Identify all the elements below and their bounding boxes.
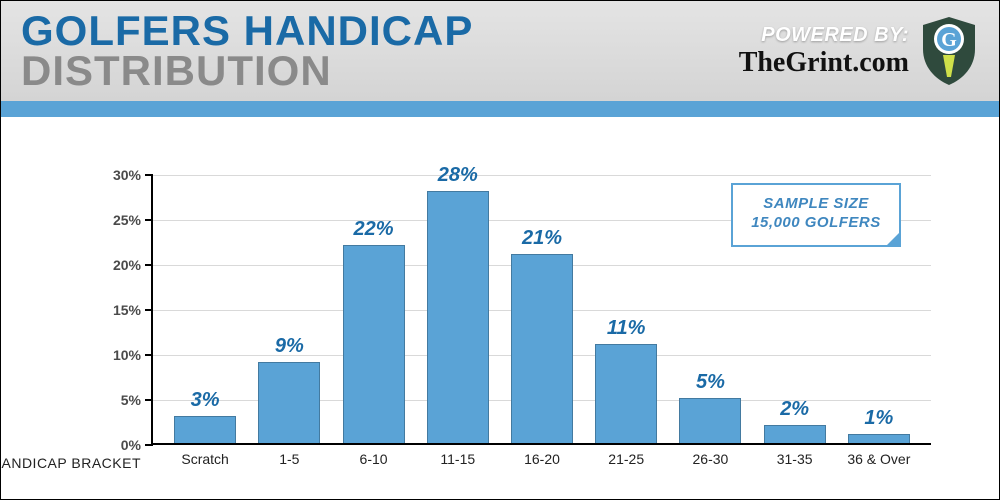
x-tick-label: 31-35 — [753, 451, 837, 467]
bar-value-label: 9% — [247, 335, 331, 358]
x-tick-label: 11-15 — [416, 451, 500, 467]
x-tick-label: 26-30 — [668, 451, 752, 467]
powered-by-site: TheGrint.com — [739, 47, 909, 79]
y-tick — [145, 444, 153, 446]
bar — [343, 245, 405, 443]
y-tick — [145, 399, 153, 401]
accent-strip — [1, 101, 999, 117]
logo-shield-icon: G — [919, 15, 979, 87]
header: GOLFERS HANDICAP DISTRIBUTION POWERED BY… — [1, 1, 999, 101]
y-tick — [145, 264, 153, 266]
bar-value-label: 22% — [331, 218, 415, 241]
bar-slot: 22%6-10 — [331, 175, 415, 443]
powered-by-label: POWERED BY: — [761, 24, 909, 47]
x-axis-title: HANDICAP BRACKET — [0, 455, 153, 471]
x-tick-label: 6-10 — [331, 451, 415, 467]
bar-value-label: 3% — [163, 389, 247, 412]
bar-slot: 9%1-5 — [247, 175, 331, 443]
y-tick — [145, 174, 153, 176]
y-tick-label: 10% — [113, 347, 141, 363]
bar — [848, 434, 910, 443]
sample-size-callout: SAMPLE SIZE 15,000 GOLFERS — [731, 183, 901, 247]
y-tick — [145, 219, 153, 221]
bar-value-label: 2% — [753, 398, 837, 421]
y-tick-label: 30% — [113, 167, 141, 183]
bar — [427, 191, 489, 443]
bar-slot: 11%21-25 — [584, 175, 668, 443]
y-tick-label: 15% — [113, 302, 141, 318]
y-tick-label: 0% — [121, 437, 141, 453]
bar — [174, 416, 236, 443]
x-tick-label: 16-20 — [500, 451, 584, 467]
bar — [595, 344, 657, 443]
x-tick-label: 36 & Over — [837, 451, 921, 467]
svg-text:G: G — [941, 29, 957, 51]
y-tick-label: 5% — [121, 392, 141, 408]
x-tick-label: Scratch — [163, 451, 247, 467]
y-tick-label: 25% — [113, 212, 141, 228]
bar-chart: HANDICAP BRACKET 3%Scratch9%1-522%6-1028… — [151, 175, 931, 445]
bar-value-label: 1% — [837, 407, 921, 430]
chart-area: HANDICAP BRACKET 3%Scratch9%1-522%6-1028… — [1, 117, 999, 499]
powered-by-text: POWERED BY: TheGrint.com — [739, 24, 909, 79]
powered-by: POWERED BY: TheGrint.com G — [739, 15, 979, 87]
bar-value-label: 21% — [500, 227, 584, 250]
bar-slot: 3%Scratch — [163, 175, 247, 443]
bar-slot: 28%11-15 — [416, 175, 500, 443]
x-tick-label: 21-25 — [584, 451, 668, 467]
callout-fold-icon — [885, 231, 901, 247]
x-tick-label: 1-5 — [247, 451, 331, 467]
y-tick — [145, 354, 153, 356]
bar-value-label: 5% — [668, 371, 752, 394]
bar — [258, 362, 320, 443]
callout-line-1: SAMPLE SIZE — [741, 195, 891, 214]
bar — [511, 254, 573, 443]
bar — [764, 425, 826, 443]
y-tick-label: 20% — [113, 257, 141, 273]
bar-value-label: 28% — [416, 164, 500, 187]
callout-line-2: 15,000 GOLFERS — [741, 214, 891, 233]
bar-value-label: 11% — [584, 317, 668, 340]
bar-slot: 21%16-20 — [500, 175, 584, 443]
y-tick — [145, 309, 153, 311]
bar — [679, 398, 741, 443]
